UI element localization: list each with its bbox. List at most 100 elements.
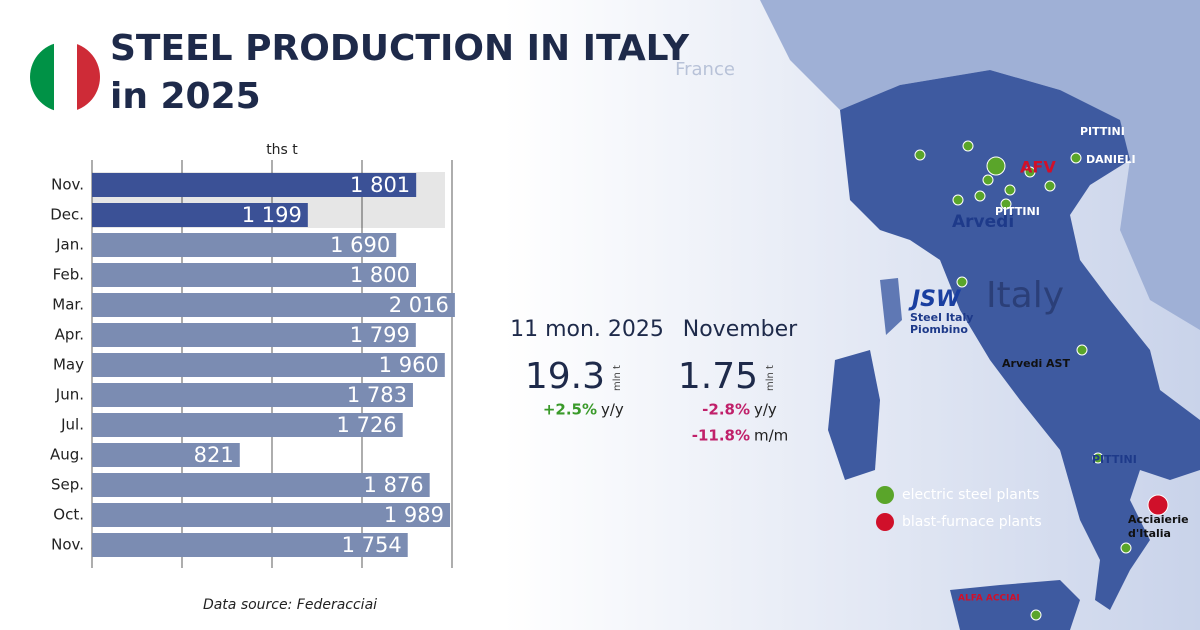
company-label: PITTINI	[1080, 125, 1125, 138]
value-label: 821	[194, 443, 234, 467]
company-label: Arvedi AST	[1002, 357, 1070, 370]
italy-shape	[840, 70, 1200, 610]
stat-unit: mln t	[765, 365, 776, 391]
company-label: Acciaierie	[1128, 513, 1189, 526]
sardinia	[828, 350, 880, 480]
company-label: JSW	[908, 287, 962, 312]
value-label: 1 800	[350, 263, 410, 287]
category-label: Jul.	[60, 416, 84, 434]
stat-change: -11.8%	[692, 427, 750, 445]
company-label: DANIELI	[1086, 153, 1136, 166]
company-label: ALFA ACCIAI	[958, 594, 1020, 604]
company-label: d'Italia	[1128, 527, 1171, 540]
plant-dot	[1147, 494, 1169, 516]
bar	[92, 233, 397, 257]
bar	[92, 503, 451, 527]
bar	[92, 443, 240, 467]
stat-period: November	[683, 317, 798, 342]
legend-label: blast-furnace plants	[902, 514, 1042, 530]
value-label: 1 960	[379, 353, 439, 377]
value-label: 1 989	[384, 503, 444, 527]
axis-label: ths t	[266, 142, 298, 158]
company-label: AFV	[1020, 158, 1056, 177]
plant-dot	[1030, 609, 1042, 621]
category-label: Mar.	[52, 296, 84, 314]
category-label: Nov.	[51, 176, 84, 194]
value-label: 1 726	[337, 413, 397, 437]
stat-basis: m/m	[754, 427, 788, 445]
legend-label: electric steel plants	[902, 487, 1039, 503]
category-label: Feb.	[53, 266, 84, 284]
stat-basis: y/y	[754, 401, 777, 419]
category-label: Nov.	[51, 536, 84, 554]
bar	[92, 173, 417, 197]
company-label: PITTINI	[995, 205, 1040, 218]
category-label: Aug.	[50, 446, 84, 464]
bar	[92, 533, 408, 557]
category-label: Apr.	[55, 326, 84, 344]
legend-swatch	[876, 486, 894, 504]
category-label: Oct.	[53, 506, 84, 524]
plant-dot	[952, 194, 964, 206]
map: ItalyFrancePITTINIDANIELIAFVArvediPITTIN…	[675, 0, 1200, 630]
company-label: PITTINI	[1092, 453, 1137, 466]
bar-chart: Nov. 1 801 Dec. 1 199 Jan. 1 690 Feb. 1 800 Mar.…	[50, 160, 455, 568]
value-label: 1 799	[350, 323, 410, 347]
plant-dot	[982, 174, 994, 186]
stat-value: 19.3	[525, 356, 605, 397]
country-label: Italy	[986, 275, 1064, 316]
plant-dot	[986, 156, 1006, 176]
category-label: Jun.	[55, 386, 84, 404]
plant-dot	[974, 190, 986, 202]
company-label: Arvedi	[952, 212, 1014, 232]
bar	[92, 203, 308, 227]
plant-dot	[1070, 152, 1082, 164]
plant-dot	[1004, 184, 1016, 196]
value-label: 1 801	[350, 173, 410, 197]
plant-dot	[1000, 198, 1012, 210]
category-label: Jan.	[55, 236, 84, 254]
stat-value: 1.75	[678, 356, 758, 397]
value-label: 2 016	[389, 293, 449, 317]
title: STEEL PRODUCTION IN ITALY	[110, 28, 690, 69]
plant-dot	[1076, 344, 1088, 356]
bar	[92, 263, 416, 287]
stat-change: +2.5%	[543, 401, 597, 419]
value-label: 1 690	[330, 233, 390, 257]
value-label: 1 876	[364, 473, 424, 497]
category-label: Sep.	[51, 476, 84, 494]
bar	[92, 293, 455, 317]
plant-dot	[1120, 542, 1132, 554]
value-label: 1 199	[242, 203, 302, 227]
stat-unit: mln t	[612, 365, 623, 391]
plant-dot	[914, 149, 926, 161]
stat-change: -2.8%	[702, 401, 750, 419]
plant-dot	[962, 140, 974, 152]
corsica	[880, 278, 902, 335]
bar	[92, 413, 403, 437]
stat-period: 11 mon. 2025	[510, 317, 664, 342]
value-label: 1 754	[342, 533, 402, 557]
stat-basis: y/y	[601, 401, 624, 419]
title: in 2025	[110, 76, 261, 117]
plant-dot	[1044, 180, 1056, 192]
legend-swatch	[876, 513, 894, 531]
plant-dot	[956, 276, 968, 288]
company-label: Steel Italy	[910, 311, 973, 324]
value-label: 1 783	[347, 383, 407, 407]
company-label: Piombino	[910, 323, 968, 336]
bar	[92, 323, 416, 347]
country-label: France	[675, 59, 735, 80]
plant-dot	[1092, 452, 1104, 464]
source: Data source: Federacciai	[203, 597, 377, 613]
category-label: May	[53, 356, 84, 374]
bar	[92, 383, 413, 407]
bar	[92, 353, 445, 377]
plant-dot	[1024, 166, 1036, 178]
category-label: Dec.	[50, 206, 84, 224]
bar	[92, 473, 430, 497]
sicily	[950, 580, 1080, 630]
neighbours	[760, 0, 1200, 330]
